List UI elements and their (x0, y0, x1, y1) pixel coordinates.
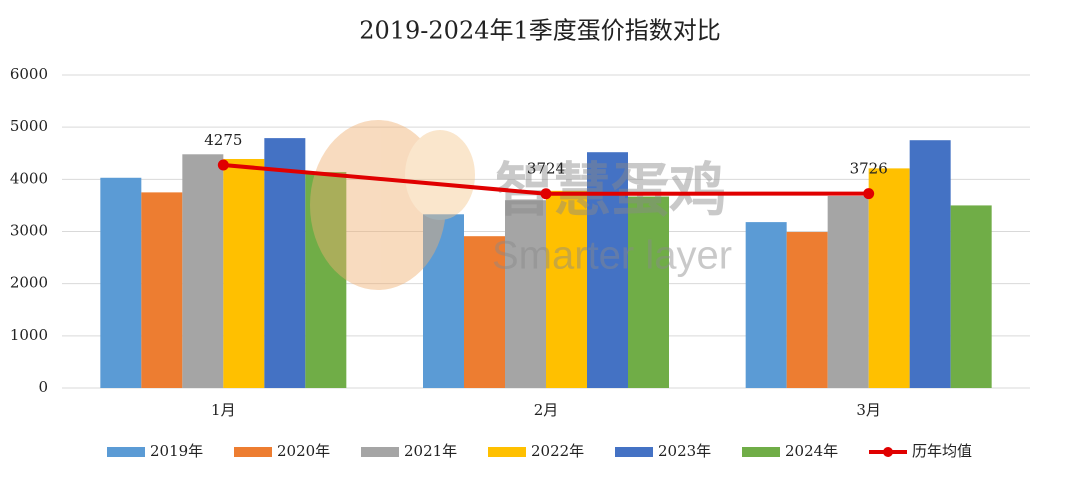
legend-swatch (361, 447, 399, 457)
bar (827, 196, 869, 388)
bar (141, 192, 183, 388)
bar (786, 232, 828, 388)
bar (868, 168, 910, 388)
watermark: 智慧蛋鸡 Smarter layer (310, 120, 732, 290)
bar (264, 138, 306, 388)
y-tick-label: 4000 (10, 169, 48, 187)
y-tick-label: 5000 (10, 117, 48, 135)
bar (305, 172, 347, 388)
bar (909, 140, 951, 388)
watermark-text: 智慧蛋鸡 (495, 156, 727, 224)
line-point (863, 188, 875, 200)
y-tick-label: 3000 (10, 222, 48, 240)
bar (628, 196, 669, 388)
x-tick-label: 2月 (534, 401, 559, 419)
data-label: 4275 (204, 131, 242, 149)
legend-label: 历年均值 (912, 442, 972, 460)
line-point (540, 188, 552, 200)
legend-swatch (234, 447, 272, 457)
line-point (217, 159, 229, 171)
x-tick-label: 1月 (211, 401, 236, 419)
bar (464, 236, 505, 388)
legend-label: 2019年 (150, 442, 203, 460)
legend-label: 2022年 (531, 442, 584, 460)
bar (223, 158, 265, 388)
watermark-icon (405, 130, 475, 220)
bar (100, 177, 142, 388)
legend-swatch (883, 447, 893, 457)
legend-label: 2020年 (277, 442, 330, 460)
x-tick-label: 3月 (856, 401, 881, 419)
legend-label: 2021年 (404, 442, 457, 460)
bar (182, 154, 224, 388)
bar (546, 190, 587, 388)
y-tick-label: 6000 (10, 65, 48, 83)
legend-swatch (488, 447, 526, 457)
y-tick-label: 0 (38, 378, 48, 396)
y-tick-label: 1000 (10, 326, 48, 344)
chart-title: 2019-2024年1季度蛋价指数对比 (359, 17, 721, 45)
legend-label: 2024年 (785, 442, 838, 460)
watermark-icon (310, 120, 446, 290)
legend-swatch (107, 447, 145, 457)
legend-label: 2023年 (658, 442, 711, 460)
data-label: 3726 (850, 160, 888, 178)
bar (423, 214, 464, 388)
bar (950, 205, 992, 388)
watermark-subtitle: Smarter layer (492, 234, 732, 278)
bar (587, 152, 628, 388)
bar (505, 200, 546, 388)
legend-swatch (742, 447, 780, 457)
data-label: 3724 (527, 160, 565, 178)
legend-swatch (615, 447, 653, 457)
y-tick-label: 2000 (10, 274, 48, 292)
bar (745, 222, 787, 388)
